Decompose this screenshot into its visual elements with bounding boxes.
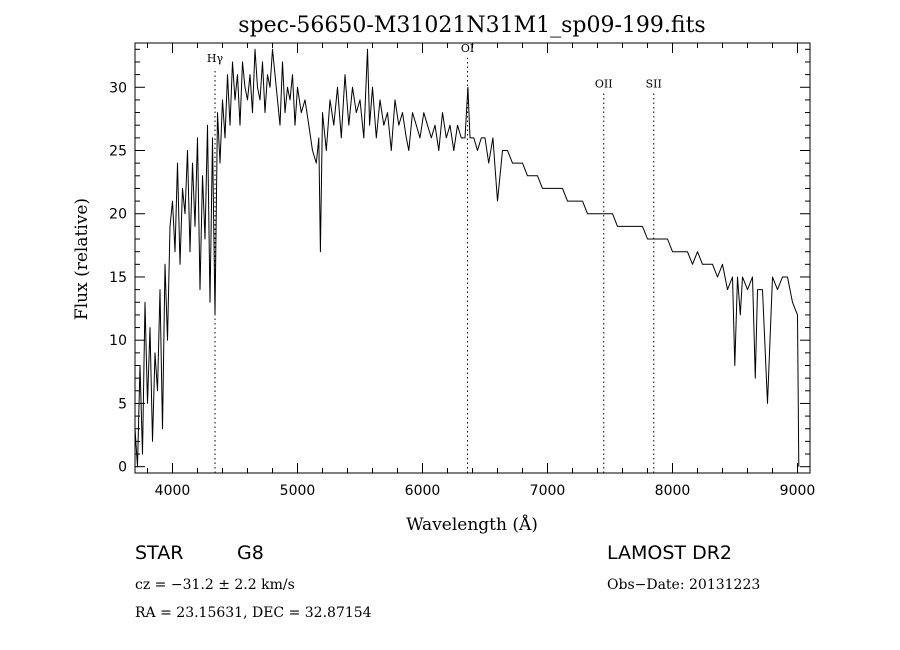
plot-frame — [134, 42, 811, 474]
spectrum-series-line — [134, 48, 800, 468]
y-tick-label: 10 — [109, 333, 127, 349]
y-tick-label: 15 — [109, 270, 127, 286]
y-tick-label: 20 — [109, 207, 127, 223]
x-tick-label: 7000 — [530, 483, 566, 499]
y-tick-label: 5 — [118, 396, 127, 412]
obs-date: Obs−Date: 20131223 — [607, 577, 760, 593]
ra-dec: RA = 23.15631, DEC = 32.87154 — [135, 605, 372, 621]
x-tick-label: 8000 — [655, 483, 691, 499]
plot-area: 4000 5000 6000 7000 8000 9000 0 5 10 15 20 25 30 Hγ OI… — [109, 42, 815, 499]
object-class: STAR — [135, 542, 183, 564]
object-subclass: G8 — [237, 542, 264, 564]
y-axis-label: Flux (relative) — [72, 198, 92, 320]
x-axis-label: Wavelength (Å) — [406, 514, 538, 535]
survey-name: LAMOST DR2 — [607, 542, 732, 564]
x-tick-label: 4000 — [155, 483, 191, 499]
footer-info: STAR G8 LAMOST DR2 cz = −31.2 ± 2.2 km/s… — [135, 542, 760, 621]
y-tick-label: 0 — [118, 460, 127, 476]
spectral-line-label: OII — [595, 77, 613, 90]
spectral-line-label: OI — [461, 42, 474, 55]
y-tick-label: 25 — [109, 144, 127, 160]
spectral-line-label: SII — [646, 77, 662, 90]
redshift-cz: cz = −31.2 ± 2.2 km/s — [135, 577, 295, 593]
y-tick-label: 30 — [109, 80, 127, 96]
x-tick-label: 5000 — [280, 483, 316, 499]
chart-title: spec-56650-M31021N31M1_sp09-199.fits — [238, 13, 705, 38]
x-tick-label: 9000 — [780, 483, 816, 499]
x-tick-label: 6000 — [405, 483, 441, 499]
spectral-line-label: Hγ — [207, 52, 224, 65]
